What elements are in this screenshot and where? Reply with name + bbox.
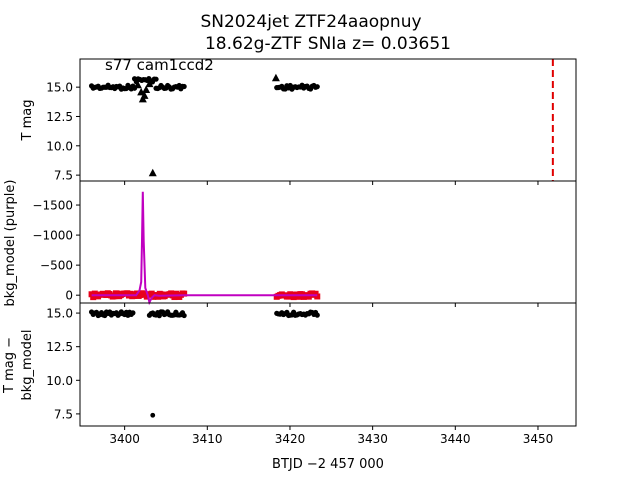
ytick-label: 15.0: [46, 81, 73, 95]
bottom-ylabel-line1: T mag −: [2, 337, 17, 394]
bottom-ylabel-line2: bkg_model: [20, 329, 35, 400]
data-point: [153, 76, 159, 82]
panel-bottom: 7.5 10.0 12.5 15.0 3400 3410 3420 3430 3440 3450: [46, 302, 577, 446]
ytick-label: 12.5: [46, 110, 73, 124]
data-point: [314, 84, 320, 90]
ytick-label: −1000: [32, 229, 73, 243]
data-point-triangle: [145, 79, 154, 88]
data-point: [181, 290, 188, 297]
panel-middle: 0 −500 −1000 −1500: [32, 180, 577, 307]
ytick-label: 7.5: [54, 407, 73, 421]
data-point: [130, 310, 136, 316]
data-point: [314, 312, 320, 318]
data-point: [148, 290, 155, 297]
ytick-label: 10.0: [46, 139, 73, 153]
xtick-label: 3420: [275, 432, 306, 446]
middle-ylabel: bkg_model (purple): [3, 180, 18, 307]
xtick-label: 3410: [192, 432, 223, 446]
data-point-triangle: [148, 168, 157, 177]
chart-title-line1: SN2024jet ZTF24aaopnuy: [200, 12, 421, 32]
data-point-triangle: [140, 91, 149, 99]
xtick-label: 3430: [357, 432, 388, 446]
x-axis-label: BTJD −2 457 000: [272, 457, 384, 472]
ytick-label: −500: [40, 259, 73, 273]
xtick-label: 3440: [440, 432, 471, 446]
data-point-triangle: [137, 87, 146, 96]
top-annotation: s77 cam1ccd2: [105, 56, 214, 74]
data-point: [150, 412, 156, 418]
data-point: [90, 294, 97, 301]
ytick-label: −1500: [32, 199, 73, 213]
data-point: [181, 312, 187, 319]
series-line: [91, 191, 318, 306]
ytick-label: 10.0: [46, 374, 73, 388]
data-point-triangle: [142, 85, 151, 93]
data-point: [181, 83, 187, 90]
ytick-label: 7.5: [54, 169, 73, 183]
xtick-label: 3400: [109, 432, 140, 446]
ytick-label: 15.0: [46, 307, 73, 321]
data-point: [314, 293, 321, 300]
data-point-triangle: [133, 80, 142, 89]
axes-frame: [79, 180, 577, 304]
panel-top: 7.5 10.0 12.5 15.0: [46, 58, 577, 185]
chart-title-line2: 18.62g-ZTF SNIa z= 0.03651: [205, 34, 451, 54]
xtick-label: 3450: [523, 432, 554, 446]
top-ylabel: T mag: [20, 100, 35, 142]
ytick-label: 12.5: [46, 340, 73, 354]
data-point: [171, 294, 178, 301]
axes-frame: [79, 302, 577, 427]
data-point-triangle: [271, 73, 280, 82]
ytick-label: 0: [65, 289, 73, 303]
